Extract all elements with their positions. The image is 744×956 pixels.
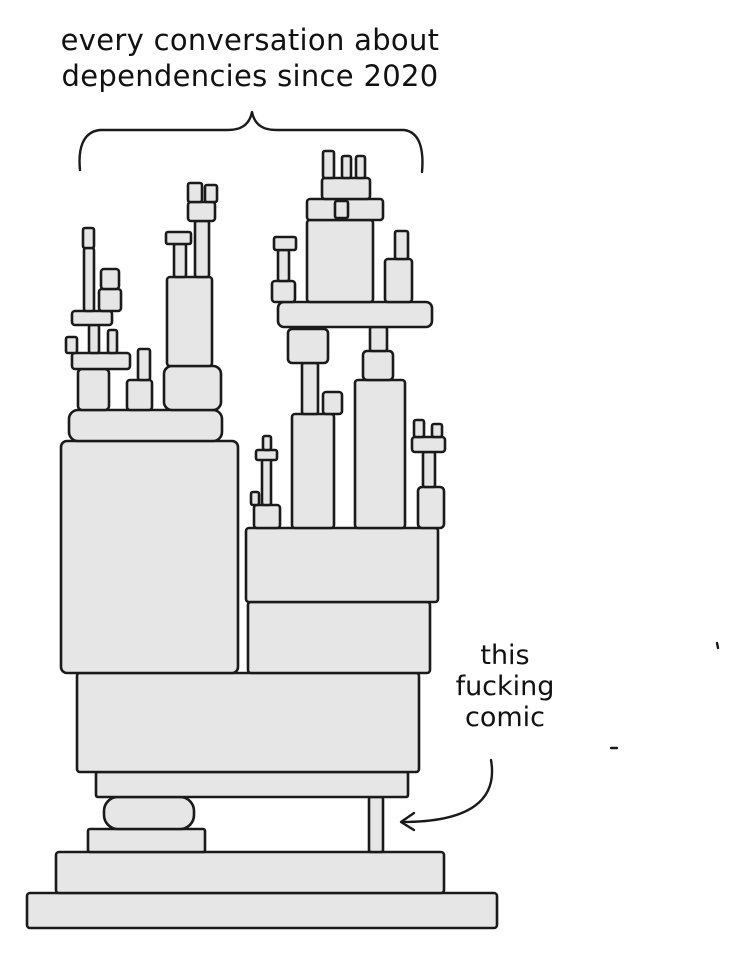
block-right-small-side [249, 490, 261, 507]
block-left-tower-cube [76, 367, 111, 412]
caption-line-2: dependencies since 2020 [61, 59, 439, 93]
block-left-tower-nub-a [64, 335, 79, 355]
block-center-left-mast-cap [186, 200, 217, 223]
caption-line-1: every conversation about [60, 23, 440, 57]
block-far-right-bar [410, 435, 447, 454]
block-right-col-a [290, 412, 336, 530]
block-middle-wide [75, 671, 421, 774]
block-right-lower [246, 600, 432, 675]
block-upper-right-spire-a [321, 149, 336, 180]
block-left-tower-base [67, 408, 224, 443]
block-right-small-cube [252, 503, 282, 530]
block-left-tower-nub-b [87, 323, 101, 355]
block-left-tower-pin [136, 347, 152, 382]
arrow-shaft [400, 758, 494, 824]
block-right-small-tip [261, 434, 273, 452]
block-upper-right-left-stem [276, 248, 291, 283]
block-left-tower-stem [82, 246, 96, 313]
block-upper-right-spire-b [340, 154, 353, 180]
block-far-right-stem [421, 450, 437, 489]
block-tiny-support-stick [367, 795, 385, 854]
block-center-left-nub-b [203, 183, 219, 204]
block-left-tower-shelf [70, 351, 132, 371]
block-base-step [54, 850, 446, 895]
block-right-col-a-nub [321, 390, 344, 416]
callout-line-1: this [480, 640, 530, 671]
callout-line-3: comic [464, 702, 545, 733]
block-left-tower-small [125, 378, 154, 412]
block-upper-right-pin [393, 229, 410, 261]
block-upper-right-crown [320, 176, 372, 201]
block-left-tower-bar [70, 309, 114, 327]
block-upper-right-notch [333, 199, 350, 220]
callout-label: this fucking comic [430, 640, 580, 733]
block-center-left-column [165, 275, 214, 368]
block-center-left-pin [172, 242, 188, 279]
block-base-slab [25, 891, 499, 930]
block-left-tower-tip [81, 226, 96, 250]
block-upper-right-platform [276, 300, 434, 329]
stray-mark-a [715, 641, 720, 650]
block-center-left-base [162, 364, 223, 412]
block-upper-right-cube [383, 257, 414, 304]
block-right-col-a-head [286, 327, 330, 365]
block-upper-right-left-cube [270, 279, 297, 304]
block-middle-ledge [94, 770, 410, 799]
arrow-head-icon [399, 811, 416, 832]
caption-label: every conversation about dependencies si… [0, 22, 500, 94]
block-upper-right-main [305, 218, 375, 304]
block-far-right-nub-b [430, 422, 444, 439]
block-right-col-b-neck [368, 325, 389, 353]
callout-line-2: fucking [455, 671, 555, 702]
block-left-large [59, 439, 240, 675]
curly-brace [78, 110, 424, 174]
block-round-support [102, 795, 196, 831]
block-right-small-bar [254, 448, 279, 462]
block-far-right-cube [416, 485, 446, 530]
block-upper-right-spire-c [354, 154, 367, 180]
block-right-col-b [353, 378, 407, 530]
block-center-left-pin-cap [164, 230, 193, 246]
block-center-left-mast [193, 219, 211, 279]
block-left-tower-top [99, 267, 121, 291]
block-small-step [86, 827, 207, 854]
block-right-small-stem [260, 453, 273, 507]
block-right-upper [244, 526, 440, 604]
block-upper-right-left-cap [272, 235, 298, 252]
block-right-col-a-neck [300, 361, 320, 416]
block-center-left-nub-a [186, 181, 204, 204]
block-left-tower-nub-c [106, 328, 119, 355]
block-right-col-b-top [361, 349, 395, 382]
block-left-tower-cap [97, 287, 123, 313]
block-far-right-nub-a [412, 418, 426, 439]
